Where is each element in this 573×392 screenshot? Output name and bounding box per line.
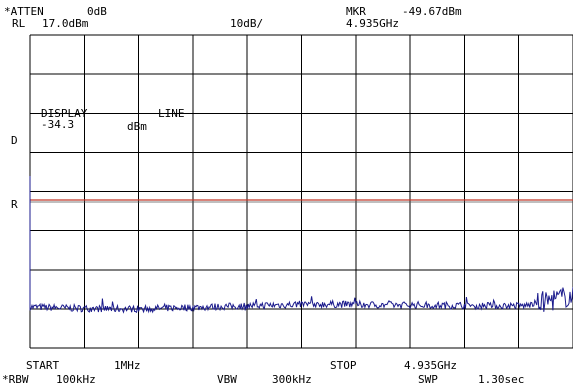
display-line-type: LINE: [158, 107, 185, 120]
graticule: [29, 34, 573, 349]
atten-value: 0dB: [87, 5, 107, 18]
stop-label: STOP: [330, 359, 357, 372]
display-line-unit: dBm: [127, 120, 147, 133]
start-label: START: [26, 359, 60, 372]
start-value: 1MHz: [114, 359, 141, 372]
marker-frequency: 4.935GHz: [346, 17, 399, 30]
rl-label: RL: [12, 17, 26, 30]
marker-level: -49.67dBm: [402, 5, 462, 18]
vbw-value: 300kHz: [272, 373, 312, 386]
spectrum-trace: [29, 176, 573, 314]
rbw-value: 100kHz: [56, 373, 96, 386]
rbw-label: *RBW: [2, 373, 29, 386]
sweep-value: 1.30sec: [478, 373, 525, 386]
display-line-value: -34.3: [41, 118, 75, 131]
scale-label: 10dB/: [230, 17, 264, 30]
sweep-label: SWP: [418, 373, 438, 386]
rl-value: 17.0dBm: [42, 17, 89, 30]
stop-value: 4.935GHz: [404, 359, 457, 372]
marker-label: MKR: [346, 5, 366, 18]
vbw-label: VBW: [217, 373, 237, 386]
atten-label: *ATTEN: [4, 5, 44, 18]
reference-marker: R: [11, 198, 18, 211]
display-line-label: DISPLAY: [41, 107, 88, 120]
display-line-marker: D: [11, 134, 18, 147]
